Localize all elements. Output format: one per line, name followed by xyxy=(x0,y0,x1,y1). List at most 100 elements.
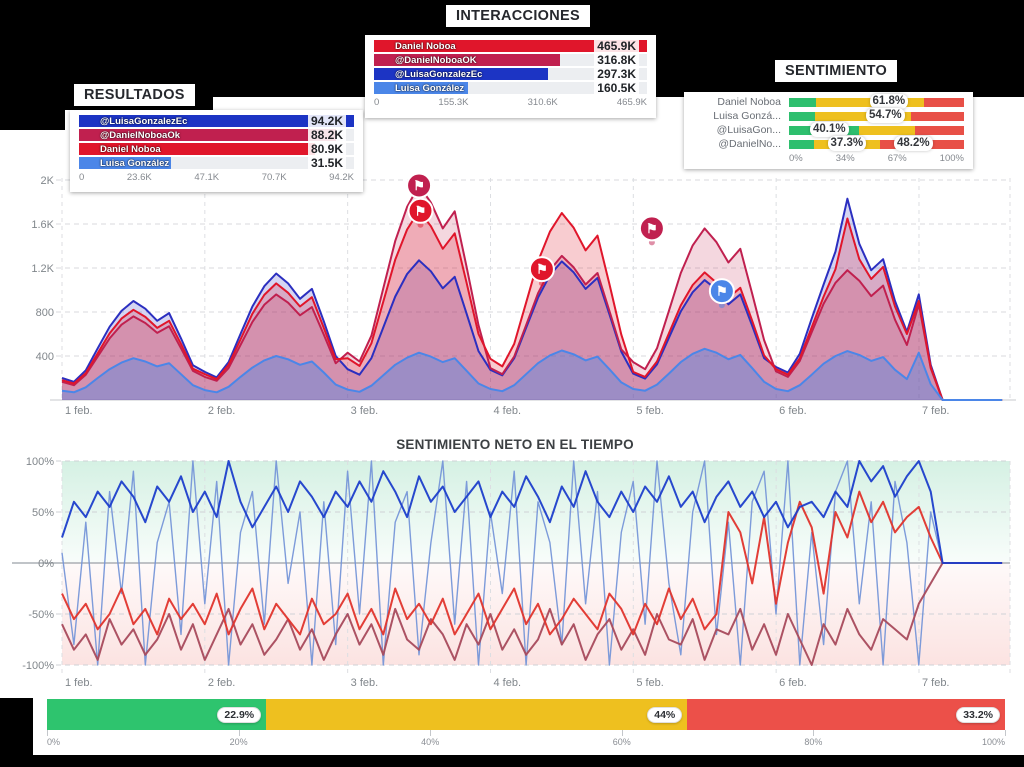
y-axis-tick: 1.2K xyxy=(31,263,54,275)
x-axis-tick: 2 feb. xyxy=(208,405,236,415)
sentiment-segment-negativo xyxy=(914,125,964,135)
sentiment-stacked-bar: 54.7% xyxy=(789,107,964,123)
bar-row: Luisa González 31.5K xyxy=(79,156,354,170)
bar-row: Luisa González 160.5K xyxy=(374,81,647,95)
totals-segment-negativo: 33.2% xyxy=(687,699,1005,730)
bar-value: 94.2K xyxy=(307,114,346,128)
axis-tick-label: 67% xyxy=(887,153,907,164)
y-axis-tick: -100% xyxy=(22,660,54,672)
bar-row: @LuisaGonzalezEc 297.3K xyxy=(374,67,647,81)
bar-value: 465.9K xyxy=(594,39,639,53)
axis-tick-label: 0% xyxy=(789,153,803,164)
totals-segment-neutro: 44% xyxy=(266,699,688,730)
net-line-@LuisaGonzalezEc xyxy=(61,460,1003,564)
axis-tick-label: 20% xyxy=(229,737,248,747)
axis-tick-label: 80% xyxy=(804,737,823,747)
interacciones-card: Daniel Noboa 465.9K @DanielNoboaOK 316.8K @L… xyxy=(365,35,656,118)
x-axis-tick: 5 feb. xyxy=(636,405,664,415)
flag-marker[interactable]: ⚑ xyxy=(407,197,434,228)
bar-value: 160.5K xyxy=(594,81,639,95)
axis-tick-label: 0 xyxy=(79,172,85,183)
x-axis-tick: 4 feb. xyxy=(493,405,521,415)
letterbox-left-notch xyxy=(0,97,65,130)
x-axis-tick: 4 feb. xyxy=(493,677,521,689)
bar-row: Daniel Noboa 465.9K xyxy=(374,39,647,53)
sentiment-segment-negativo xyxy=(910,111,964,121)
sentiment-totals-bar: 22.9% 44% 33.2% xyxy=(47,699,1005,730)
axis-tick-label: 70.7K xyxy=(261,172,287,183)
flag-icon: ⚑ xyxy=(415,203,427,218)
sentiment-value-badge: 54.7% xyxy=(866,107,905,123)
axis-tickmark xyxy=(1005,730,1006,736)
bar-row: @DanielNoboaOk 88.2K xyxy=(79,128,354,142)
y-axis-tick: 100% xyxy=(26,456,54,468)
flag-icon: ⚑ xyxy=(413,178,425,193)
axis-tickmark xyxy=(430,730,432,736)
resultados-rows: @LuisaGonzalezEc 94.2K @DanielNoboaOk 88.2K… xyxy=(79,114,354,170)
bar-value: 297.3K xyxy=(594,67,639,81)
axis-tick-label: 0% xyxy=(47,737,61,747)
bar-label: Luisa González xyxy=(376,82,465,94)
bar-label: @LuisaGonzalezEc xyxy=(81,115,188,127)
sentiment-row: Luisa Gonzá... 54.7% xyxy=(693,107,964,123)
x-axis-tick: 2 feb. xyxy=(208,677,236,689)
area-@DanielNoboaOK xyxy=(62,185,1003,400)
flag-marker[interactable]: ⚑ xyxy=(528,256,555,287)
flag-icon: ⚑ xyxy=(536,262,548,277)
totals-value-badge: 33.2% xyxy=(956,706,1000,723)
line-Luisa González xyxy=(61,347,1003,401)
resultados-axis: 0 23.6K 47.1K 70.7K 94.2K xyxy=(79,172,354,183)
axis-tick-label: 34% xyxy=(835,153,855,164)
line-@DanielNoboaOK xyxy=(61,184,1003,401)
sentiment-stacked-bar: 61.8% xyxy=(789,93,964,109)
sentiment-value-badge: 61.8% xyxy=(869,93,909,109)
sentiment-segment-neutro xyxy=(815,111,911,121)
y-axis-tick: 1.6K xyxy=(31,219,54,231)
bar-label: Daniel Noboa xyxy=(81,143,161,155)
x-axis-tick: 3 feb. xyxy=(351,677,379,689)
sentimiento-title: SENTIMIENTO xyxy=(775,60,898,82)
net-line-@DanielNoboaOK xyxy=(61,562,1003,666)
y-axis-tick: 400 xyxy=(36,351,54,363)
interacciones-title: INTERACCIONES xyxy=(446,5,590,27)
axis-tick-label: 465.9K xyxy=(616,97,647,108)
axis-tickmark xyxy=(238,730,240,736)
totals-value-badge: 44% xyxy=(647,706,683,723)
sentiment-stacked-bar: 37.3% 48.2% xyxy=(789,135,964,151)
sentiment-value-badge: 37.3% xyxy=(827,135,867,151)
area-@LuisaGonzalezEc xyxy=(62,198,1003,400)
bar-row: @DanielNoboaOK 316.8K xyxy=(374,53,647,67)
sentiment-value-badge: 48.2% xyxy=(894,135,933,151)
sentiment-segment-positivo xyxy=(789,111,816,121)
bar-label: @DanielNoboaOk xyxy=(81,129,180,141)
bar-label: @DanielNoboaOK xyxy=(376,54,477,66)
sentiment-segment-positivo xyxy=(789,139,815,149)
line-@LuisaGonzalezEc xyxy=(61,197,1003,401)
x-axis-tick: 7 feb. xyxy=(922,405,950,415)
flag-marker[interactable]: ⚑ xyxy=(638,215,665,246)
y-axis-tick: -50% xyxy=(28,609,54,621)
axis-tick-label: 47.1K xyxy=(194,172,220,183)
axis-tick-label: 310.6K xyxy=(527,97,558,108)
flag-icon: ⚑ xyxy=(646,221,658,236)
letterbox-bottom xyxy=(0,755,1024,767)
sentiment-row: Daniel Noboa 61.8% xyxy=(693,93,964,109)
sentiment-segment-positivo xyxy=(789,97,816,107)
totals-value-badge: 22.9% xyxy=(217,706,262,723)
y-axis-tick: 2K xyxy=(41,175,55,187)
x-axis-tick: 6 feb. xyxy=(779,677,807,689)
x-axis-tick: 6 feb. xyxy=(779,405,807,415)
sentimiento-rows: Daniel Noboa 61.8% Luisa Gonzá... 54.7% @Lui… xyxy=(693,93,964,151)
bar-value: 80.9K xyxy=(307,142,346,156)
sentiment-row-label: Luisa Gonzá... xyxy=(713,110,781,122)
sentiment-row: @DanielNo... 37.3% 48.2% xyxy=(693,135,964,151)
axis-tick-label: 60% xyxy=(612,737,631,747)
axis-tickmark xyxy=(813,730,815,736)
flag-marker[interactable]: ⚑ xyxy=(708,278,735,309)
bar-value: 88.2K xyxy=(307,128,346,142)
flag-icon: ⚑ xyxy=(716,284,728,299)
bar-value: 316.8K xyxy=(594,53,639,67)
axis-tick-label: 40% xyxy=(421,737,440,747)
x-axis-tick: 5 feb. xyxy=(636,677,664,689)
